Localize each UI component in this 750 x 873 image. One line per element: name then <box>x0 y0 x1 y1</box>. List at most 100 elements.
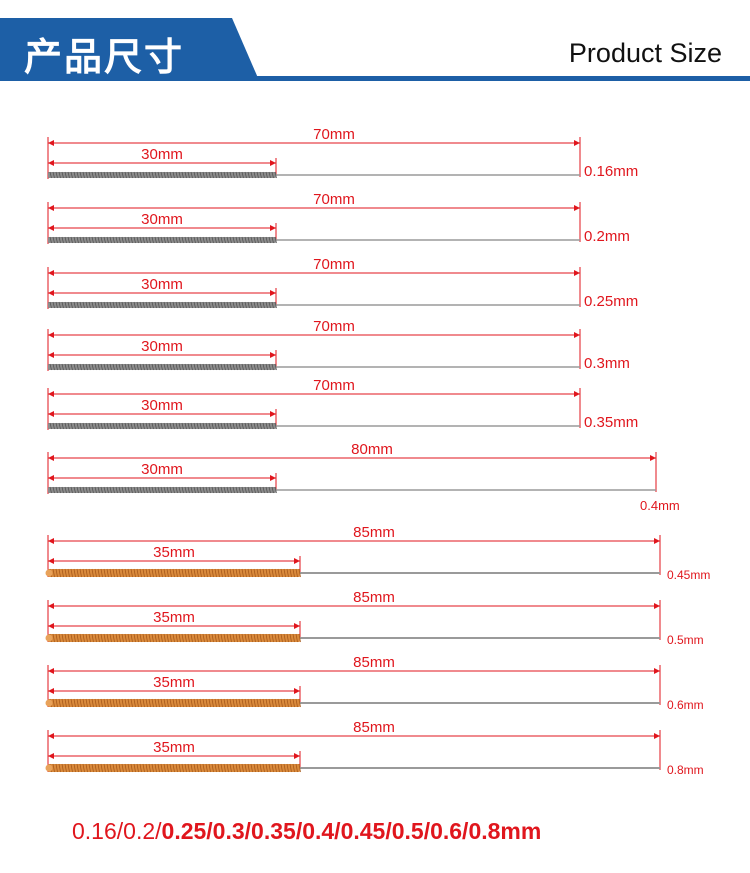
spring-coil <box>145 171 148 179</box>
spring-coil <box>235 171 238 179</box>
spring-coil <box>163 568 166 578</box>
spring-coil <box>70 171 73 179</box>
spring-coil <box>88 633 91 643</box>
spring-coil <box>220 698 223 708</box>
spring-coil <box>85 236 88 244</box>
spring-coil <box>52 171 55 179</box>
arrow-right-icon <box>650 455 656 461</box>
spring-coil <box>70 633 73 643</box>
spring-coil <box>178 763 181 773</box>
spring-coil <box>199 301 202 309</box>
spring-coil <box>82 763 85 773</box>
spring-coil <box>112 763 115 773</box>
spring-coil <box>196 486 199 494</box>
spring-coil <box>154 171 157 179</box>
spring-coil <box>289 698 292 708</box>
spring-coil <box>250 698 253 708</box>
spring-coil <box>172 171 175 179</box>
spring-coil <box>151 568 154 578</box>
spring-coil <box>103 633 106 643</box>
spring-coil <box>211 633 214 643</box>
spring-coil <box>241 698 244 708</box>
spring-length-label: 30mm <box>141 397 183 414</box>
spring-coil <box>274 171 277 179</box>
spring-coil <box>64 363 67 371</box>
spring-coil <box>109 422 112 430</box>
spring-coil <box>154 301 157 309</box>
spring-coil <box>55 301 58 309</box>
spring-coil <box>58 763 61 773</box>
spring-coil <box>196 422 199 430</box>
spring-coil <box>70 698 73 708</box>
arrow-right-icon <box>270 475 276 481</box>
spring-coil <box>145 698 148 708</box>
arrow-left-icon <box>48 140 54 146</box>
spring-coil <box>244 236 247 244</box>
spring-coil <box>232 301 235 309</box>
spring-coil <box>136 363 139 371</box>
spring-coil <box>58 633 61 643</box>
spring-coil <box>214 633 217 643</box>
spring-coil <box>280 568 283 578</box>
spring-coil <box>199 171 202 179</box>
spring-coil <box>145 301 148 309</box>
spring-coil <box>154 698 157 708</box>
spring-coil <box>115 301 118 309</box>
spring-coil <box>166 236 169 244</box>
spring-coil <box>277 698 280 708</box>
spring-coil <box>52 301 55 309</box>
arrow-right-icon <box>294 753 300 759</box>
spring-coil <box>184 363 187 371</box>
spring-coil <box>184 763 187 773</box>
spring-coil <box>88 486 91 494</box>
arrow-right-icon <box>270 411 276 417</box>
diameter-label: 0.4mm <box>640 498 680 513</box>
spring-coil <box>61 363 64 371</box>
spring-coil <box>250 301 253 309</box>
spring-coil <box>133 363 136 371</box>
spring-length-label: 30mm <box>141 211 183 228</box>
spring-coil <box>199 698 202 708</box>
arrow-right-icon <box>270 290 276 296</box>
spring-coil <box>103 486 106 494</box>
header-banner: 产品尺寸 Product Size <box>0 0 750 82</box>
spring-coil <box>70 236 73 244</box>
spring-coil <box>82 363 85 371</box>
spring-coil <box>67 633 70 643</box>
spring-coil <box>109 763 112 773</box>
spring-coil <box>61 763 64 773</box>
spring-coil <box>220 171 223 179</box>
spring-coil <box>148 763 151 773</box>
spring-coil <box>187 422 190 430</box>
spring-coil <box>73 171 76 179</box>
spring-coil <box>265 568 268 578</box>
spring-coil <box>286 568 289 578</box>
spring-coil <box>151 486 154 494</box>
spring-coil <box>169 171 172 179</box>
spring-coil <box>115 236 118 244</box>
spring-coil <box>133 236 136 244</box>
spring-coil <box>103 763 106 773</box>
spring-coil <box>64 236 67 244</box>
spring-coil <box>262 363 265 371</box>
spring-coil <box>64 171 67 179</box>
spring-coil <box>193 698 196 708</box>
spring-coil <box>169 486 172 494</box>
spring-coil <box>160 171 163 179</box>
spring-coil <box>163 763 166 773</box>
spring-coil <box>130 763 133 773</box>
spring-coil <box>205 236 208 244</box>
spring-coil <box>232 422 235 430</box>
spring-coil <box>268 633 271 643</box>
spring-coil <box>262 633 265 643</box>
spring-coil <box>100 698 103 708</box>
spring-coil <box>67 422 70 430</box>
spring-coil <box>184 633 187 643</box>
spring-coil <box>184 698 187 708</box>
size-list: 0.16/0.2/0.25/0.3/0.35/0.4/0.45/0.5/0.6/… <box>72 818 541 845</box>
spring-coil <box>208 633 211 643</box>
spring-coil <box>139 698 142 708</box>
spring-coil <box>55 236 58 244</box>
spring-coil <box>106 698 109 708</box>
spring-coil <box>109 633 112 643</box>
